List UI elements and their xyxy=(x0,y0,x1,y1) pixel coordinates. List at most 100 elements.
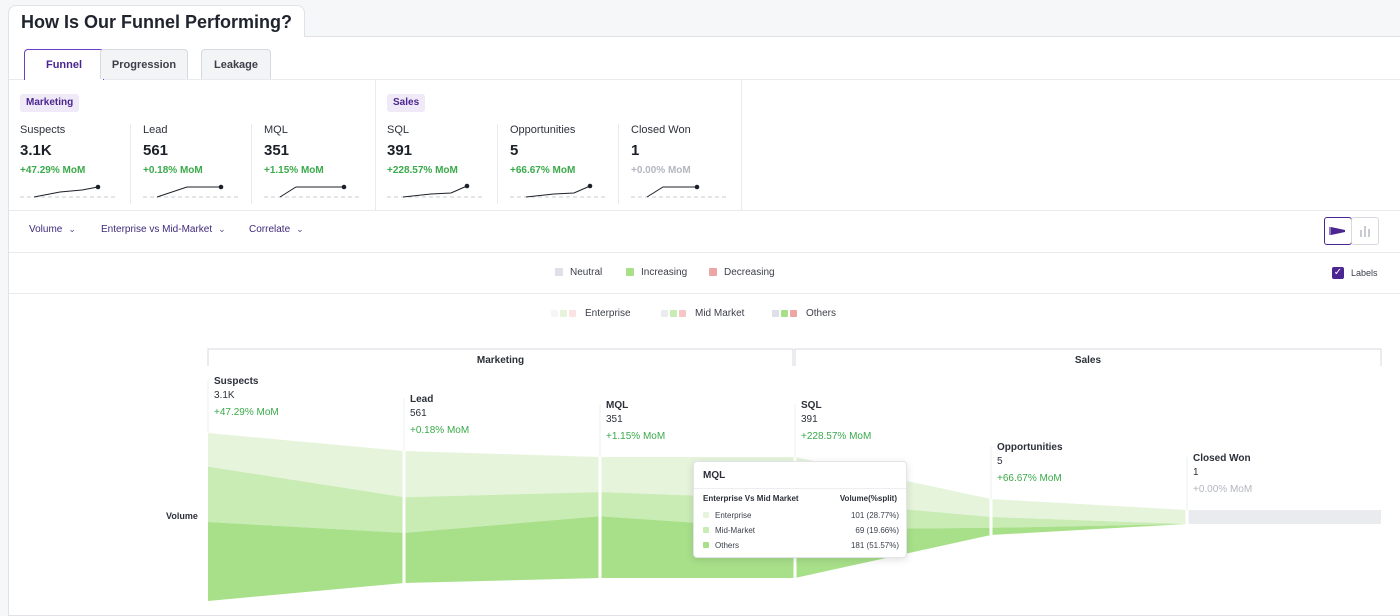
stage-value: 5 xyxy=(997,456,1003,467)
stage-name: Opportunities xyxy=(997,442,1063,453)
metric-value: 561 xyxy=(143,142,169,159)
sparkline xyxy=(20,184,116,198)
metric-value: 351 xyxy=(264,142,290,159)
legend-decreasing-label: Decreasing xyxy=(724,267,775,278)
tooltip-header-volume: Volume(%split) xyxy=(839,494,897,503)
stage-value: 1 xyxy=(1193,467,1199,478)
metric-change: +0.18% MoM xyxy=(143,165,203,176)
funnel-card: Funnel Progression Leakage Marketing Sus… xyxy=(8,36,1400,616)
trend-legend: Neutral Increasing Decreasing ✓ Labels xyxy=(9,253,1400,294)
enterprise-neutral-swatch xyxy=(551,310,558,317)
tooltip-row-mid-market: Mid-Market 69 (19.66%) xyxy=(703,526,899,538)
funnel-band-mid-market xyxy=(991,517,1187,528)
stage-value: 391 xyxy=(801,414,818,425)
metric-label: Lead xyxy=(143,124,168,136)
sales-group: Sales SQL 391 +228.57% MoM Opportunities… xyxy=(376,80,742,210)
stage-change: +47.29% MoM xyxy=(214,407,279,418)
tab-bar: Funnel Progression Leakage xyxy=(9,37,1400,80)
mid-market-neutral-swatch xyxy=(661,310,668,317)
metric-change: +66.67% MoM xyxy=(510,165,576,176)
tooltip-row-label: Others xyxy=(715,541,740,550)
correlate-dropdown[interactable]: Correlate ⌄ xyxy=(249,224,304,235)
legend-decreasing: Decreasing xyxy=(709,267,775,278)
funnel-band-mid-market xyxy=(404,492,600,533)
stage-change: +66.67% MoM xyxy=(997,473,1062,484)
enterprise-decreasing-swatch xyxy=(569,310,576,317)
metric-lead[interactable]: Lead 561 +0.18% MoM xyxy=(130,124,250,204)
funnel-band-others xyxy=(991,524,1187,535)
funnel-band-enterprise xyxy=(991,499,1187,524)
metric-value: 3.1K xyxy=(20,142,52,159)
section-bracket xyxy=(794,348,1382,366)
marketing-badge: Marketing xyxy=(20,94,80,112)
stage-name: Closed Won xyxy=(1193,453,1251,464)
segment-legend-others: Others xyxy=(772,308,836,319)
segment-legend-label: Others xyxy=(806,308,837,319)
stage-value: 561 xyxy=(410,408,427,419)
metric-value: 1 xyxy=(631,142,640,159)
stage-change: +0.18% MoM xyxy=(410,425,469,436)
others-decreasing-swatch xyxy=(790,310,797,317)
stage-name: Lead xyxy=(410,394,433,405)
funnel-band-enterprise xyxy=(404,451,600,498)
tab-leakage[interactable]: Leakage xyxy=(201,49,271,79)
decreasing-swatch xyxy=(709,268,717,276)
chevron-down-icon: ⌄ xyxy=(218,224,226,234)
metric-label: Closed Won xyxy=(631,124,691,136)
sparkline xyxy=(387,183,483,198)
section-label: Marketing xyxy=(477,355,524,366)
segment-legend-enterprise: Enterprise xyxy=(551,308,631,319)
enterprise-swatch xyxy=(703,512,709,518)
funnel-icon xyxy=(1329,227,1345,235)
segment-dropdown[interactable]: Enterprise vs Mid-Market ⌄ xyxy=(101,224,226,235)
bar-view-button[interactable] xyxy=(1351,217,1379,245)
labels-checkbox-label: Labels xyxy=(1351,268,1378,278)
tooltip-row-label: Enterprise xyxy=(715,511,752,520)
sparkline xyxy=(631,184,727,198)
segment-legend-mid-market: Mid Market xyxy=(661,308,744,319)
metric-mql[interactable]: MQL 351 +1.15% MoM xyxy=(251,124,371,204)
sparkline xyxy=(143,184,239,198)
tooltip-row-others: Others 181 (51.57%) xyxy=(703,541,899,553)
chart-toolbar: Volume ⌄ Enterprise vs Mid-Market ⌄ Correl… xyxy=(9,211,1400,253)
chevron-down-icon: ⌄ xyxy=(296,224,304,234)
tooltip-row-enterprise: Enterprise 101 (28.77%) xyxy=(703,511,899,523)
volume-dropdown[interactable]: Volume ⌄ xyxy=(29,224,76,235)
stage-change: +1.15% MoM xyxy=(606,431,665,442)
tooltip-title: MQL xyxy=(703,470,726,481)
mid-market-decreasing-swatch xyxy=(679,310,686,317)
stage-name: Suspects xyxy=(214,376,259,387)
metric-change: +228.57% MoM xyxy=(387,165,458,176)
metric-opportunities[interactable]: Opportunities 5 +66.67% MoM xyxy=(497,124,617,204)
tooltip-header-segment: Enterprise Vs Mid Market xyxy=(703,494,799,503)
marketing-group: Marketing Suspects 3.1K +47.29% MoM Lead… xyxy=(9,80,376,210)
metric-sql[interactable]: SQL 391 +228.57% MoM xyxy=(387,124,507,204)
enterprise-increasing-swatch xyxy=(560,310,567,317)
tooltip-row-label: Mid-Market xyxy=(715,526,756,535)
y-axis-label: Volume xyxy=(166,511,198,521)
section-bracket xyxy=(207,348,794,366)
funnel-band-mid-market xyxy=(208,466,404,533)
correlate-dropdown-label: Correlate xyxy=(249,224,291,235)
mid-market-increasing-swatch xyxy=(670,310,677,317)
tooltip-row-value: 101 (28.77%) xyxy=(850,511,899,520)
others-increasing-swatch xyxy=(781,310,788,317)
metrics-row: Marketing Suspects 3.1K +47.29% MoM Lead… xyxy=(9,80,1400,211)
segment-legend-label: Mid Market xyxy=(695,308,745,319)
metric-change: +47.29% MoM xyxy=(20,165,86,176)
stage-value: 351 xyxy=(606,414,623,425)
labels-checkbox[interactable]: ✓ xyxy=(1332,267,1344,279)
tab-funnel[interactable]: Funnel xyxy=(24,49,104,80)
segment-legend-label: Enterprise xyxy=(585,308,631,319)
tooltip-row-value: 181 (51.57%) xyxy=(850,541,899,550)
stage-change: +228.57% MoM xyxy=(801,431,871,442)
others-swatch xyxy=(703,542,709,548)
metric-label: MQL xyxy=(264,124,288,136)
metric-closed-won[interactable]: Closed Won 1 +0.00% MoM xyxy=(618,124,738,204)
funnel-band-others xyxy=(208,522,404,601)
legend-increasing: Increasing xyxy=(626,267,687,278)
metric-suspects[interactable]: Suspects 3.1K +47.29% MoM xyxy=(20,124,140,204)
tab-progression[interactable]: Progression xyxy=(100,49,188,79)
section-label: Sales xyxy=(1075,355,1102,366)
closed-won-bar xyxy=(1187,510,1381,524)
